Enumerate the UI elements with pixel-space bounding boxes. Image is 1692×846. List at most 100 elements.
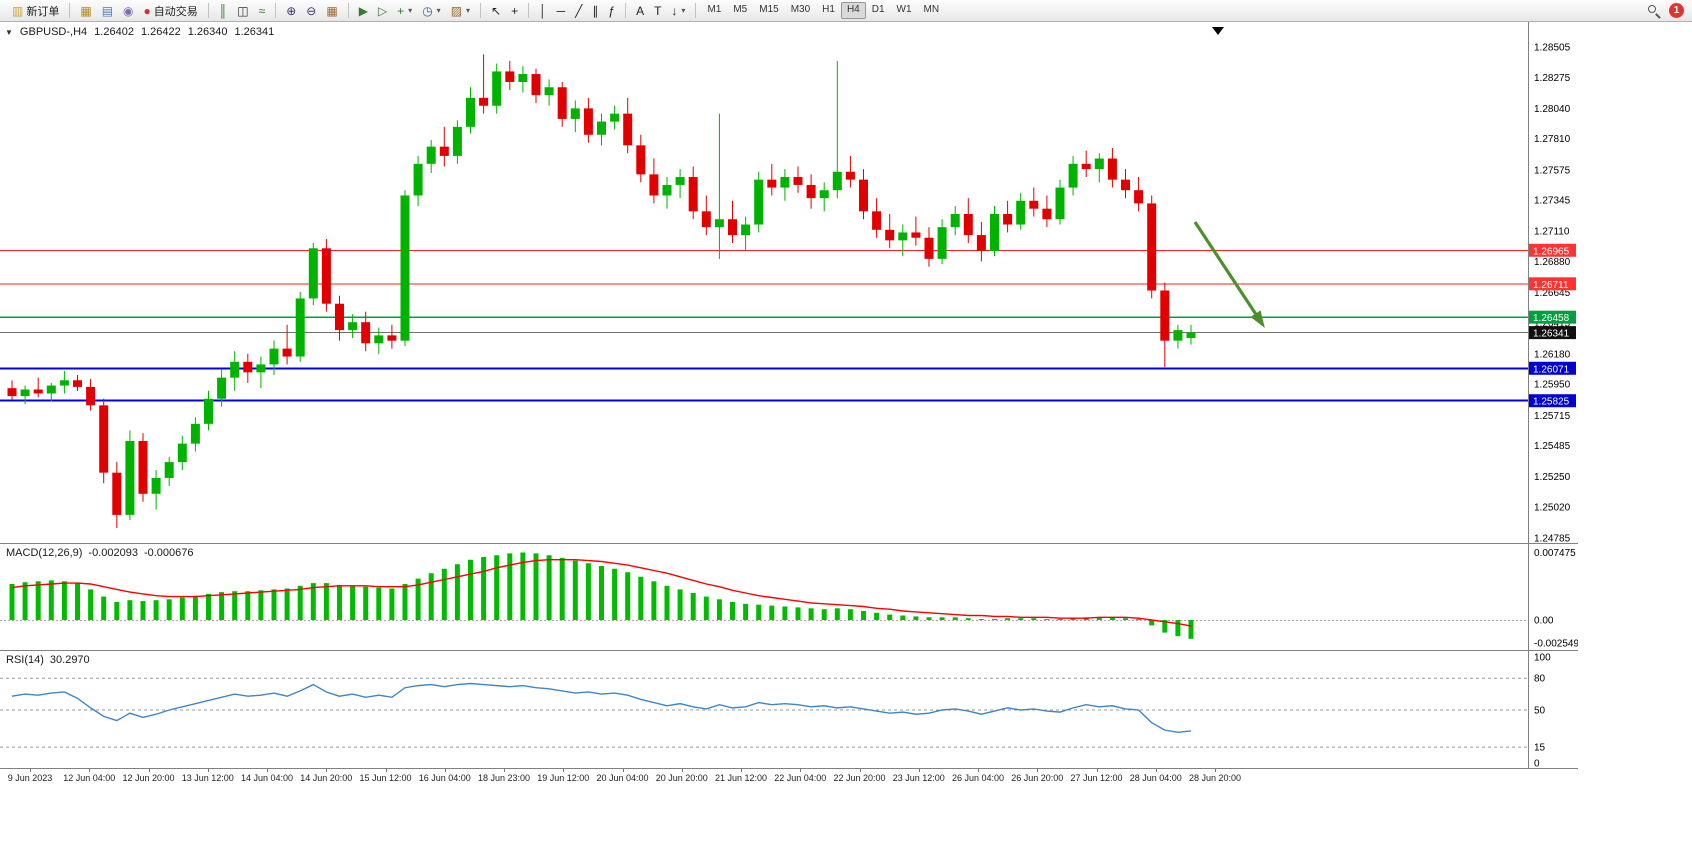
candle-body [990,213,999,251]
price-axis-label: 1.27110 [1534,227,1570,238]
text-label-button[interactable]: T [649,2,666,20]
support-line-blue-2-price-label [1529,394,1576,408]
candlestick-chart-button[interactable]: ◫ [232,2,253,20]
horizontal-line-icon: ─ [556,3,566,18]
chart-shift-button[interactable]: ▷ [373,2,392,20]
support-line-blue-1-price-label-text: 1.26071 [1533,364,1570,375]
price-chart-canvas[interactable]: 1.28505 1.28275 1.28040 1.27810 1.27575 1.273… [0,22,1578,543]
candle-body [636,145,646,175]
time-tick [444,769,446,772]
arrows-button[interactable]: ↓ ▾ [666,2,690,20]
new-chart-button[interactable]: ▦ [75,2,96,20]
candle-body [767,179,777,188]
candle-body [400,195,410,341]
timeframe-d1[interactable]: D1 [871,4,885,15]
time-axis-label: 13 Jun 12:00 [181,773,234,783]
candle-body [7,388,17,397]
text-button[interactable]: A [631,2,649,20]
rsi-title: RSI(14) [6,654,44,666]
equidistant-channel-button[interactable]: ∥ [587,2,603,20]
macd-title: MACD(12,26,9) [6,547,83,559]
timeframe-m15[interactable]: M15 [759,4,779,15]
time-tick [207,769,209,772]
crosshair-button[interactable]: + [506,2,523,20]
time-axis-label: 12 Jun 20:00 [122,773,175,783]
price-axis-label: 1.25950 [1534,380,1571,391]
candle-body [610,113,620,122]
candle-body [73,380,82,387]
candle-body [885,229,895,241]
vertical-line-button[interactable]: │ [534,2,552,20]
chart-shift-icon: ▷ [377,3,388,18]
candle-body [439,146,449,156]
time-axis-label: 15 Jun 12:00 [359,773,412,783]
trendline-button[interactable]: ╱ [570,2,587,20]
tile-windows-button[interactable]: ▦ [321,2,342,20]
candle-body [714,219,724,228]
time-tick [1215,769,1216,772]
rsi-value: 30.2970 [49,654,90,666]
timeframe-m30[interactable]: M30 [790,4,811,15]
candle-body [1016,200,1026,225]
timeframe-w1[interactable]: W1 [896,4,912,15]
macd-signal-line [11,558,1192,627]
price-axis-label: 1.28505 [1534,43,1571,54]
zoom-in-button[interactable]: ⊕ [281,2,301,20]
equidistant-channel-icon: ∥ [592,3,599,18]
text-icon: A [636,3,645,18]
chart-collapse-icon[interactable]: ▼ [5,28,13,37]
toolbar-separator [695,3,697,18]
candle-body [597,121,606,135]
candle-body [374,335,384,344]
metaeditor-button[interactable]: ◉ [118,2,138,20]
support-line-green-price-label-text: 1.26458 [1533,313,1570,324]
auto-scroll-button[interactable]: ▶ [354,2,373,20]
candle-body [190,423,200,444]
candle-body [164,462,174,478]
line-chart-button[interactable]: ≈ [254,2,271,20]
candle-body [1055,187,1065,220]
time-tick [563,769,565,772]
new-order-button[interactable]: ▥ 新订单 [7,2,64,20]
zoom-out-button[interactable]: ⊖ [301,2,321,20]
dropdown-caret-icon: ▾ [408,6,413,15]
bar-chart-button[interactable]: ║ [214,2,233,20]
timeframe-m1[interactable]: M1 [707,4,722,15]
macd-canvas[interactable]: 0.007475 0.00 -0.002549 [0,544,1578,650]
timeframe-h4[interactable]: H4 [840,2,866,19]
time-tick [1037,769,1039,772]
support-line-blue-2-price-label-text: 1.25825 [1533,397,1570,408]
macd-signal-value: -0.000676 [143,547,194,559]
macd-label: MACD(12,26,9) -0.002093 -0.000676 [6,547,194,559]
candle-body [204,398,213,424]
rsi-canvas[interactable]: 100 80 50 15 0 [0,651,1578,768]
indicators-button[interactable]: + ▾ [392,2,417,20]
horizontal-line-button[interactable]: ─ [552,2,571,20]
toolbar-group: │ ─ ╱ ∥ ƒ [531,0,623,21]
trend-arrow[interactable] [1193,221,1263,323]
profiles-button[interactable]: ▤ [97,2,118,20]
notification-badge[interactable]: 1 [1669,3,1684,18]
symbol-period-label: GBPUSD-,H4 [19,26,88,38]
candle-body [649,174,659,196]
timeframe-h1[interactable]: H1 [822,4,835,15]
cursor-button[interactable]: ↖ [486,2,506,20]
fibonacci-button[interactable]: ƒ [603,2,620,20]
templates-icon: ▨ [450,3,463,18]
time-axis[interactable]: 9 Jun 2023 12 Jun 04:00 12 Jun 20:00 13 Jun… [0,768,1578,786]
candle-body [86,386,96,406]
templates-button[interactable]: ▨ ▾ [446,2,475,20]
toolbar-separator [625,3,627,18]
periods-button[interactable]: ◷ ▾ [417,2,446,20]
rsi-panel: RSI(14) 30.2970 100 80 50 15 0 [0,650,1578,768]
time-tick [504,769,505,772]
candle-body [59,380,69,386]
autotrading-button[interactable]: ● 自动交易 [139,2,203,20]
vertical-line-icon: │ [539,3,547,18]
main-chart-panel: ▼ GBPUSD-,H4 1.26402 1.26422 1.26340 1.2… [0,22,1578,543]
timeframe-m5[interactable]: M5 [733,4,748,15]
candle-body [177,443,187,463]
timeframe-mn[interactable]: MN [923,4,940,15]
search-button[interactable] [1645,2,1663,20]
candle-body [1003,213,1013,225]
